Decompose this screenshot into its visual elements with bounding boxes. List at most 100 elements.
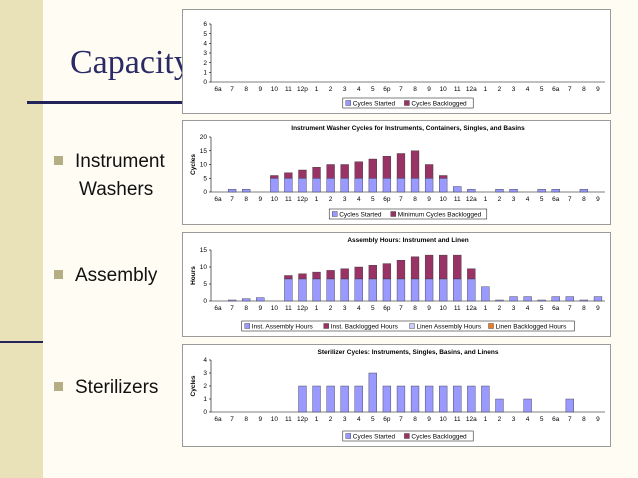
y-tick-label: 5 [203,31,207,38]
bar-cycles-started [439,178,448,193]
x-tick-label: 4 [357,86,361,93]
x-tick-label: 9 [427,86,431,93]
y-tick-label: 10 [200,264,208,271]
x-tick-label: 8 [244,416,248,423]
legend-label: Linen Backlogged Hours [496,323,568,330]
x-tick-label: 6a [552,196,560,203]
chart-panel-assembly: Assembly Hours: Instrument and Linen Hour… [182,232,611,337]
x-tick-label: 9 [596,86,600,93]
bar-cycles-started [326,178,335,193]
legend-label: Cycles Backlogged [411,433,467,440]
bar-inst-backlogged-hours [467,268,476,280]
x-tick-label: 9 [258,416,262,423]
bullet-text: Instrument [75,151,165,172]
bar-inst-assembly-hours [298,278,307,302]
bullet-square-icon [54,270,63,279]
x-tick-label: 9 [427,305,431,312]
x-tick-label: 7 [399,305,403,312]
y-tick-label: 3 [203,50,207,57]
bar-inst-assembly-hours [537,299,546,302]
x-tick-label: 4 [526,416,530,423]
x-tick-label: 12p [297,86,308,93]
bar-cycles-started [368,178,377,193]
chart-title: Sterilizer Cycles: Instruments, Singles,… [318,349,499,356]
chart-panel-sterilizers: Sterilizer Cycles: Instruments, Singles,… [182,344,611,447]
x-tick-label: 12p [297,196,308,203]
left-accent-bar [0,0,43,478]
x-tick-label: 6a [214,305,222,312]
x-tick-label: 4 [357,416,361,423]
x-tick-label: 12a [466,196,477,203]
x-tick-label: 1 [484,196,488,203]
bar-cycles-started [354,178,363,193]
bullet-text-continued: Washers [79,179,154,200]
x-tick-label: 7 [568,305,572,312]
x-tick-label: 10 [440,86,448,93]
chart-legend [241,320,575,332]
x-tick-label: 6a [552,416,560,423]
x-tick-label: 11 [454,416,461,423]
x-tick-label: 2 [329,86,333,93]
x-tick-label: 1 [484,305,488,312]
y-tick-label: 5 [203,281,207,288]
legend-label: Inst. Backlogged Hours [331,323,399,330]
x-tick-label: 6a [214,416,222,423]
x-tick-label: 9 [427,196,431,203]
bar-inst-backlogged-hours [312,271,321,280]
bullet-instrument-washers: Instrument Washers [54,148,165,204]
y-tick-label: 10 [200,162,208,169]
x-tick-label: 5 [540,196,544,203]
chart-panel-top: 0 1 2 3 4 5 6 6a 7 8 9 10 11 12p 1 2 3 4 5 6p 7 8 9 10 11 12a 1 2 3 4… [182,9,611,114]
bar-inst-assembly-hours [410,278,420,302]
bar-cycles-started [340,178,349,193]
x-tick-label: 9 [596,305,600,312]
bar-cycles-started [551,189,560,193]
bar-minimum-cycles-backlogged [368,158,377,179]
bar-inst-assembly-hours [481,286,490,302]
x-tick-label: 1 [484,416,488,423]
bar-inst-backlogged-hours [382,263,392,280]
x-tick-label: 8 [244,86,248,93]
y-tick-label: 0 [203,298,207,305]
chart-svg: Sterilizer Cycles: Instruments, Singles,… [190,349,605,442]
x-tick-label: 6a [214,86,222,93]
x-tick-label: 6p [383,305,391,312]
x-tick-label: 7 [568,416,572,423]
bar-inst-backlogged-hours [340,268,349,280]
bar-inst-assembly-hours [340,278,349,302]
bar-minimum-cycles-backlogged [312,167,321,179]
x-tick-label: 11 [285,86,292,93]
x-tick-label: 11 [285,305,292,312]
x-tick-label: 8 [582,416,586,423]
legend-swatch [488,323,494,329]
x-tick-label: 9 [427,416,431,423]
x-tick-label: 11 [454,305,461,312]
bar-minimum-cycles-backlogged [284,172,293,179]
x-tick-label: 8 [413,196,417,203]
legend-swatch [409,323,415,329]
x-tick-label: 10 [271,196,279,203]
bar-cycles-started [382,178,392,193]
x-tick-label: 2 [498,196,502,203]
legend-swatch [244,323,250,329]
chart-title: Instrument Washer Cycles for Instruments… [291,125,525,132]
x-tick-label: 11 [454,86,461,93]
bullet-text: Assembly [75,265,158,286]
chart-legend [328,208,488,220]
bar-cycles-started [312,385,321,413]
bar-cycles-started [453,385,462,413]
x-tick-label: 11 [454,196,461,203]
bar-minimum-cycles-backlogged [439,175,448,179]
x-tick-label: 5 [540,86,544,93]
bar-cycles-started [270,178,279,193]
x-tick-label: 10 [440,196,448,203]
bullet-assembly: Assembly [54,262,157,290]
x-tick-label: 7 [399,416,403,423]
x-tick-label: 5 [371,196,375,203]
bar-cycles-started [368,372,377,413]
bar-cycles-started [340,385,349,413]
bar-inst-assembly-hours [453,278,462,302]
bar-cycles-started [495,398,504,413]
legend-swatch [404,433,410,439]
y-axis-label: Cycles [190,375,197,396]
